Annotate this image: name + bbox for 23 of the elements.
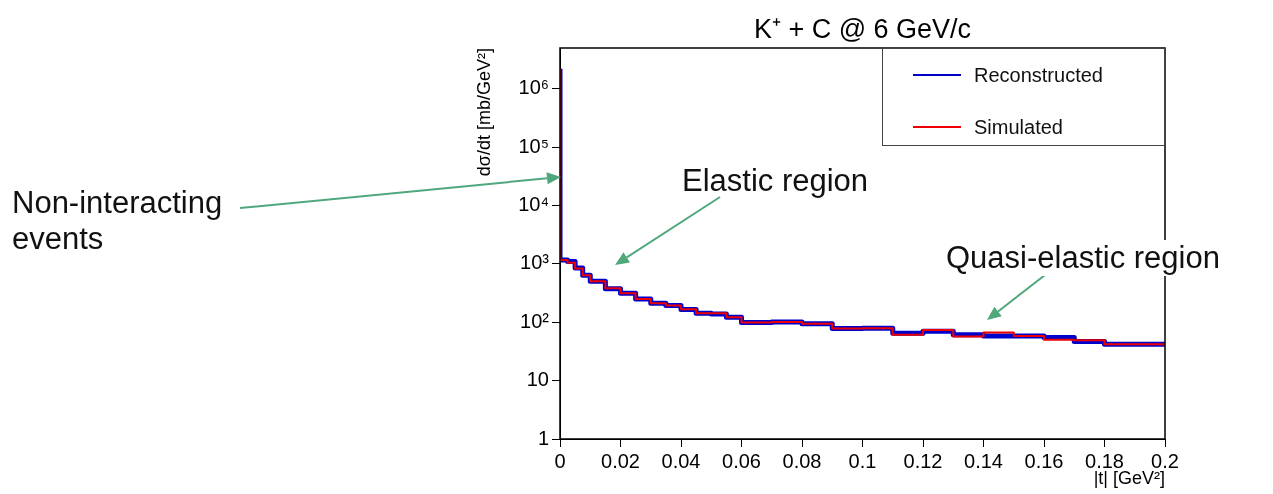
x-tick-label: 0.08 <box>782 449 822 472</box>
y-tick-label: 10³ <box>520 251 550 274</box>
x-tick-label: 0.02 <box>601 449 640 472</box>
x-tick-label: 0.04 <box>661 449 701 472</box>
y-axis-title: dσ/dt [mb/GeV²] <box>473 48 494 177</box>
chart-title: K⁺ + C @ 6 GeV/c <box>753 14 972 44</box>
legend-label: Simulated <box>974 115 1063 139</box>
y-tick-label: 10⁶ <box>518 76 549 99</box>
y-tick-label: 10⁵ <box>518 134 549 157</box>
y-tick-label: 10 <box>526 368 549 391</box>
x-tick-label: 0.12 <box>903 449 943 472</box>
x-tick-label: 0.14 <box>964 449 1003 472</box>
x-tick-label: 0 <box>554 449 566 472</box>
text: Non-interacting events <box>12 185 224 257</box>
x-tick-label: 0.1 <box>848 449 877 472</box>
y-tick-label: 1 <box>537 426 549 449</box>
annotation: Quasi-elastic region <box>946 240 1273 276</box>
x-tick-label: 0.16 <box>1024 449 1064 472</box>
x-tick-label: 0.06 <box>722 449 761 472</box>
y-tick-label: 10² <box>520 309 550 332</box>
legend-label: Reconstructed <box>974 63 1103 87</box>
y-tick-label: 10⁴ <box>518 193 549 216</box>
annotation: Elastic region <box>682 163 870 199</box>
